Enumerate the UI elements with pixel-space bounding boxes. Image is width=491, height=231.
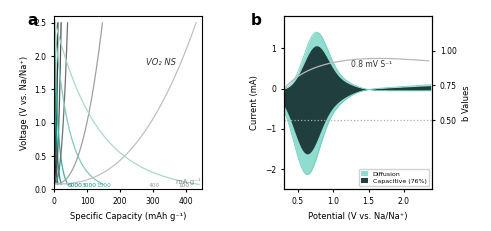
Text: VO₂ NS: VO₂ NS xyxy=(146,58,176,67)
Text: 1500: 1500 xyxy=(96,183,111,188)
Text: 400: 400 xyxy=(149,183,160,188)
Y-axis label: Voltage (V vs. Na/Na⁺): Voltage (V vs. Na/Na⁺) xyxy=(20,56,28,150)
Text: 0.8 mV S⁻¹: 0.8 mV S⁻¹ xyxy=(351,60,392,69)
Y-axis label: b Values: b Values xyxy=(462,85,471,121)
Y-axis label: Current (mA): Current (mA) xyxy=(250,75,260,130)
Text: 3000: 3000 xyxy=(81,183,96,188)
X-axis label: Specific Capacity (mAh g⁻¹): Specific Capacity (mAh g⁻¹) xyxy=(70,212,186,221)
X-axis label: Potential (V vs. Na/Na⁺): Potential (V vs. Na/Na⁺) xyxy=(308,212,408,221)
Legend: Diffusion, Capacitive (76%): Diffusion, Capacitive (76%) xyxy=(359,169,429,186)
Text: b: b xyxy=(251,13,262,28)
Text: 6000: 6000 xyxy=(68,183,83,188)
Text: mA g⁻¹: mA g⁻¹ xyxy=(176,178,200,185)
Text: a: a xyxy=(27,13,38,28)
Text: 100: 100 xyxy=(179,183,190,188)
